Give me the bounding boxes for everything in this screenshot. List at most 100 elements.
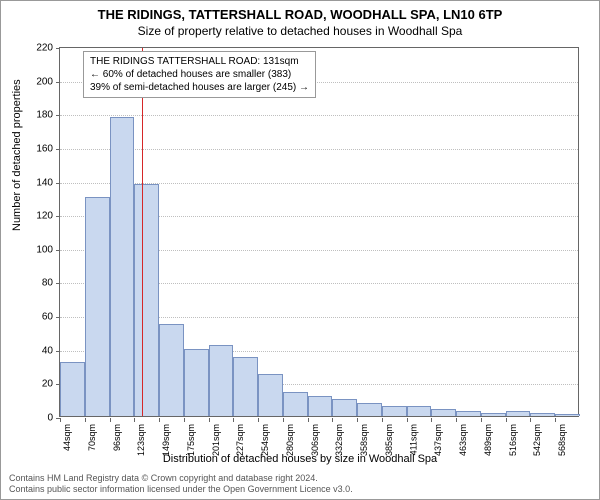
x-axis-label: Distribution of detached houses by size …: [1, 453, 599, 465]
gridline-h: [60, 149, 578, 150]
histogram-bar: [60, 362, 85, 416]
xtick-label: 280sqm: [285, 424, 295, 456]
xtick-mark: [555, 418, 556, 422]
xtick-mark: [530, 418, 531, 422]
histogram-bar: [506, 411, 531, 416]
property-marker-line: [142, 48, 143, 416]
footer-attribution: Contains HM Land Registry data © Crown c…: [9, 473, 353, 495]
ytick-label: 180: [23, 110, 53, 121]
ytick-label: 0: [23, 413, 53, 424]
xtick-mark: [506, 418, 507, 422]
histogram-bar: [481, 413, 506, 416]
xtick-label: 44sqm: [62, 424, 72, 451]
histogram-bar: [431, 409, 456, 416]
chart-title: THE RIDINGS, TATTERSHALL ROAD, WOODHALL …: [1, 1, 599, 22]
histogram-bar: [209, 345, 234, 416]
ytick-label: 80: [23, 278, 53, 289]
xtick-mark: [209, 418, 210, 422]
histogram-bar: [134, 184, 159, 416]
xtick-label: 70sqm: [87, 424, 97, 451]
histogram-bar: [258, 374, 283, 416]
xtick-mark: [60, 418, 61, 422]
footer-line1: Contains HM Land Registry data © Crown c…: [9, 473, 353, 484]
histogram-bar: [184, 349, 209, 416]
xtick-mark: [357, 418, 358, 422]
xtick-label: 175sqm: [186, 424, 196, 456]
xtick-mark: [110, 418, 111, 422]
xtick-mark: [159, 418, 160, 422]
ytick-mark: [56, 183, 60, 184]
ytick-label: 160: [23, 143, 53, 154]
ytick-label: 40: [23, 345, 53, 356]
xtick-label: 385sqm: [384, 424, 394, 456]
xtick-mark: [258, 418, 259, 422]
xtick-mark: [134, 418, 135, 422]
xtick-mark: [456, 418, 457, 422]
histogram-bar: [555, 414, 580, 416]
xtick-mark: [332, 418, 333, 422]
xtick-label: 358sqm: [359, 424, 369, 456]
xtick-mark: [233, 418, 234, 422]
histogram-bar: [283, 392, 308, 416]
xtick-label: 123sqm: [136, 424, 146, 456]
plot-region: 02040608010012014016018020022044sqm70sqm…: [59, 47, 579, 417]
ytick-mark: [56, 48, 60, 49]
xtick-label: 437sqm: [433, 424, 443, 456]
xtick-mark: [308, 418, 309, 422]
xtick-mark: [481, 418, 482, 422]
xtick-mark: [431, 418, 432, 422]
ytick-mark: [56, 351, 60, 352]
histogram-bar: [357, 403, 382, 416]
xtick-label: 568sqm: [557, 424, 567, 456]
ytick-mark: [56, 216, 60, 217]
xtick-mark: [184, 418, 185, 422]
footer-line2: Contains public sector information licen…: [9, 484, 353, 495]
xtick-label: 542sqm: [532, 424, 542, 456]
annotation-box: THE RIDINGS TATTERSHALL ROAD: 131sqm ← 6…: [83, 51, 316, 98]
xtick-label: 96sqm: [112, 424, 122, 451]
gridline-h: [60, 115, 578, 116]
xtick-label: 149sqm: [161, 424, 171, 456]
xtick-label: 306sqm: [310, 424, 320, 456]
ytick-mark: [56, 250, 60, 251]
xtick-label: 516sqm: [508, 424, 518, 456]
histogram-bar: [407, 406, 432, 416]
histogram-bar: [85, 197, 110, 416]
histogram-bar: [382, 406, 407, 416]
ytick-mark: [56, 82, 60, 83]
histogram-bar: [110, 117, 135, 416]
y-axis-label: Number of detached properties: [11, 79, 23, 231]
ytick-label: 60: [23, 312, 53, 323]
xtick-label: 332sqm: [334, 424, 344, 456]
ytick-mark: [56, 283, 60, 284]
xtick-label: 254sqm: [260, 424, 270, 456]
ytick-label: 100: [23, 244, 53, 255]
ytick-mark: [56, 115, 60, 116]
xtick-mark: [85, 418, 86, 422]
xtick-label: 411sqm: [409, 424, 419, 455]
chart-container: THE RIDINGS, TATTERSHALL ROAD, WOODHALL …: [0, 0, 600, 500]
annotation-line2: ← 60% of detached houses are smaller (38…: [90, 68, 309, 81]
histogram-bar: [456, 411, 481, 416]
histogram-bar: [159, 324, 184, 417]
xtick-label: 463sqm: [458, 424, 468, 456]
annotation-line3: 39% of semi-detached houses are larger (…: [90, 81, 309, 94]
annotation-line1: THE RIDINGS TATTERSHALL ROAD: 131sqm: [90, 55, 309, 68]
xtick-label: 489sqm: [483, 424, 493, 456]
xtick-mark: [382, 418, 383, 422]
histogram-bar: [233, 357, 258, 416]
ytick-label: 140: [23, 177, 53, 188]
chart-area: 02040608010012014016018020022044sqm70sqm…: [59, 47, 579, 417]
xtick-mark: [407, 418, 408, 422]
histogram-bar: [530, 413, 555, 416]
histogram-bar: [308, 396, 333, 416]
ytick-label: 220: [23, 43, 53, 54]
histogram-bar: [332, 399, 357, 416]
ytick-label: 120: [23, 211, 53, 222]
xtick-label: 201sqm: [211, 424, 221, 456]
ytick-label: 200: [23, 76, 53, 87]
ytick-mark: [56, 317, 60, 318]
ytick-label: 20: [23, 379, 53, 390]
xtick-mark: [283, 418, 284, 422]
chart-subtitle: Size of property relative to detached ho…: [1, 22, 599, 38]
